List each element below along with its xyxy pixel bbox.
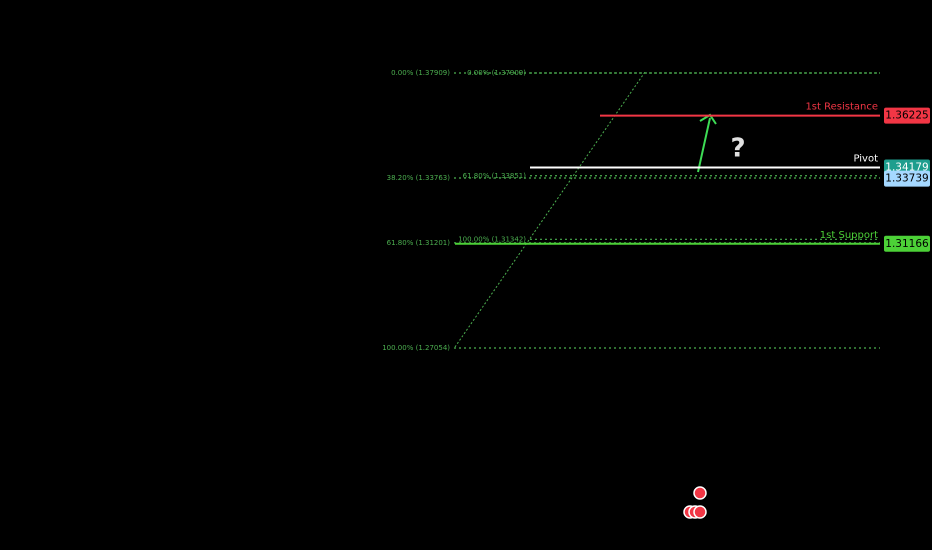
fib-label: 61.80% (1.31201) xyxy=(387,239,451,247)
fib-label: 0.00% (1.37909) xyxy=(391,69,450,77)
price-box-label: 1.34179 xyxy=(885,161,928,173)
level-name: 1st Resistance xyxy=(805,102,878,113)
annotation: ? xyxy=(730,134,745,164)
overlay: 0.00% (1.37909) 38.20% (1.33763) 61.80% (1… xyxy=(382,69,930,352)
fib-label: 61.80% (1.33851) xyxy=(463,172,527,180)
event-icons xyxy=(683,486,707,519)
fib-label: 0.00% (1.37909) xyxy=(467,69,526,77)
fib-label: 100.00% (1.31342) xyxy=(458,235,526,243)
price-box xyxy=(884,107,930,124)
arrow-shaft xyxy=(697,117,711,173)
price-box xyxy=(884,170,930,187)
price-box-label: 1.36225 xyxy=(885,110,928,122)
price-box-label: 1.31166 xyxy=(885,238,929,250)
level-name: Pivot xyxy=(853,153,878,164)
price-box xyxy=(884,235,930,252)
fib-label: 38.20% (1.33763) xyxy=(387,174,451,182)
current-price-label: 1.33739 xyxy=(885,173,928,185)
fib-label: 100.00% (1.27054) xyxy=(382,344,450,352)
level-name: 1st Support xyxy=(820,230,878,241)
